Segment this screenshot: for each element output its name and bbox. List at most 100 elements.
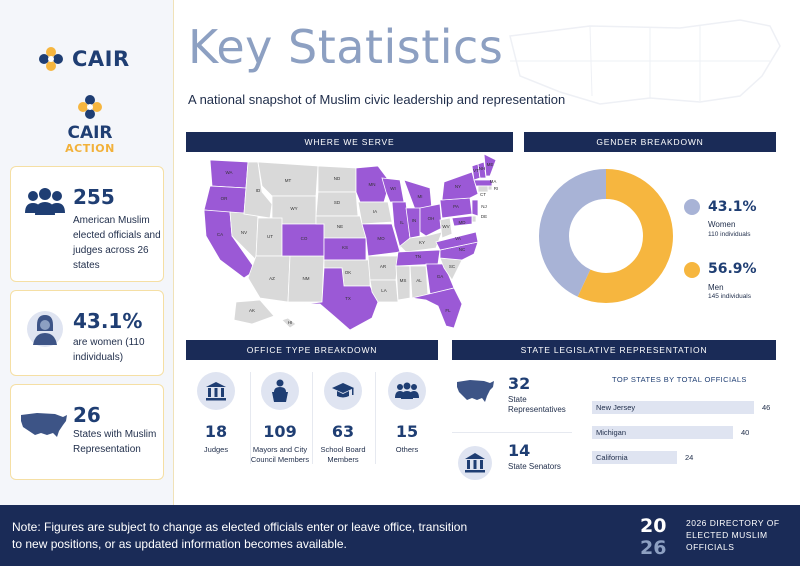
section-header-state: STATE LEGISLATIVE REPRESENTATION — [452, 340, 776, 360]
top-state-bar — [592, 401, 754, 414]
divider — [375, 372, 376, 464]
state-label-hi: HI — [288, 320, 293, 325]
state-mo — [361, 223, 401, 257]
state-label-al: AL — [416, 278, 422, 283]
top-state-name: Michigan — [596, 428, 627, 437]
cair-action-wordmark-bottom: ACTION — [65, 142, 115, 155]
office-label: Mayors and City Council Members — [250, 445, 310, 464]
women-label: Women — [708, 220, 736, 229]
state-me — [483, 153, 497, 177]
state-senators-label: State Senators — [508, 462, 561, 471]
state-label-ms: MS — [400, 278, 407, 283]
state-reps-value: 32 — [508, 374, 531, 393]
state-label-mn: MN — [369, 182, 376, 187]
state-label-sd: SD — [334, 200, 341, 205]
state-label-ga: GA — [437, 274, 444, 279]
state-label-wv: WV — [442, 224, 449, 229]
state-label-ia: IA — [373, 209, 377, 214]
state-label-ny: NY — [455, 184, 461, 189]
state-label-la: LA — [381, 288, 387, 293]
state-label-wa: WA — [225, 170, 232, 175]
women-slice — [539, 169, 673, 303]
state-de — [471, 215, 477, 223]
state-ms — [395, 265, 411, 301]
section-header-where: WHERE WE SERVE — [186, 132, 513, 152]
state-label-ut: UT — [267, 234, 273, 239]
office-value: 109 — [263, 422, 297, 441]
office-judges: 18 Judges — [186, 372, 246, 455]
state-label-az: AZ — [269, 276, 275, 281]
top-state-value: 24 — [685, 453, 694, 462]
footer: Note: Figures are subject to change as e… — [0, 505, 800, 566]
state-ia — [357, 201, 393, 225]
us-map-icon — [21, 413, 67, 437]
state-md — [451, 215, 473, 227]
stat-card-officials: 255 American Muslim elected officials an… — [10, 166, 164, 282]
men-label: Men — [708, 283, 724, 292]
section-header-gender: GENDER BREAKDOWN — [524, 132, 776, 152]
state-label-nh: NH — [479, 166, 486, 171]
top-state-name: New Jersey — [596, 403, 636, 412]
cair-action-logo: CAIR ACTION — [62, 92, 118, 155]
courthouse-icon — [458, 446, 492, 480]
state-hi — [281, 317, 297, 329]
top-state-bar — [592, 426, 733, 439]
podium-icon — [272, 379, 288, 402]
state-ny — [441, 171, 479, 201]
state-label-id: ID — [256, 188, 261, 193]
office-value: 63 — [331, 422, 355, 441]
state-label-or: OR — [221, 196, 229, 201]
state-ri — [487, 185, 493, 191]
state-label-vt: VT — [473, 168, 479, 173]
state-label-va: VA — [455, 236, 461, 241]
office-value: 18 — [204, 422, 228, 441]
women-legend-dot — [684, 199, 700, 215]
state-label-md: MD — [459, 220, 467, 225]
men-count: 145 individuals — [708, 293, 752, 300]
office-icon-circle — [388, 372, 426, 410]
top-states-title: TOP STATES BY TOTAL OFFICIALS — [612, 375, 747, 384]
state-label-ak: AK — [249, 308, 255, 313]
year-top: 20 — [640, 515, 667, 537]
cair-action-wordmark-top: CAIR — [67, 123, 113, 143]
background-map-watermark — [509, 19, 781, 105]
office-value: 15 — [395, 422, 419, 441]
office-label: School Board Members — [320, 445, 366, 464]
state-label-ok: OK — [345, 270, 352, 275]
state-label-ca: CA — [217, 232, 223, 237]
stat-value: 43.1% — [73, 309, 143, 333]
office-school-board: 63 School Board Members — [313, 372, 373, 465]
gender-donut-chart — [539, 169, 673, 303]
state-nh — [477, 161, 487, 179]
state-reps-label: State Representatives — [508, 395, 566, 414]
state-label-tn: TN — [415, 254, 421, 259]
state-label-nc: NC — [459, 247, 466, 252]
courthouse-icon — [206, 382, 226, 401]
woman-icon — [27, 311, 63, 347]
state-label-de: DE — [481, 214, 487, 219]
state-fl — [411, 287, 463, 329]
year-bottom: 26 — [640, 537, 667, 559]
state-label-ks: KS — [342, 245, 348, 250]
state-label-oh: OH — [428, 216, 435, 221]
state-label-pa: PA — [453, 204, 459, 209]
women-percent: 43.1% — [708, 199, 757, 215]
people-icon — [395, 382, 419, 399]
state-label-ct: CT — [480, 192, 486, 197]
office-others: 15 Others — [377, 372, 437, 455]
cair-action-emblem-icon — [78, 95, 102, 119]
state-label-nm: NM — [303, 276, 310, 281]
us-states-map: WA OR CA NV ID MT WY UT AZ NM CO ND SD NE KS OK TX MN IA MO… — [203, 153, 498, 330]
stat-label: States with Muslim Representation — [73, 429, 157, 455]
state-label-mi: MI — [418, 194, 423, 199]
state-label-wi: WI — [390, 186, 396, 191]
state-in — [405, 207, 421, 239]
page-title: Key Statistics — [188, 20, 504, 74]
stat-label: are women (110 individuals) — [73, 337, 145, 363]
people-icon — [25, 188, 65, 215]
stat-value: 255 — [73, 185, 115, 209]
state-label-ky: KY — [419, 240, 425, 245]
state-label-ne: NE — [337, 224, 343, 229]
top-state-bar — [592, 451, 677, 464]
office-icon-circle — [324, 372, 362, 410]
